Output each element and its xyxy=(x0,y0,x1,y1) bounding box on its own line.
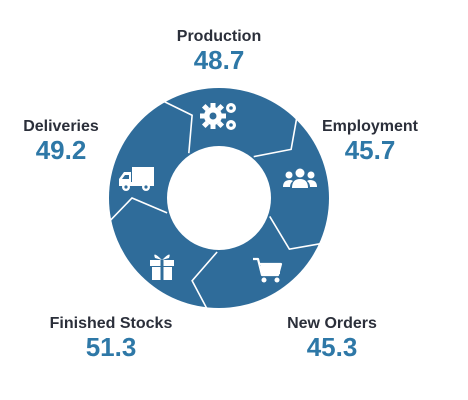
production-name: Production xyxy=(176,28,262,45)
employment-name: Employment xyxy=(321,118,418,135)
segment-divider xyxy=(108,197,168,222)
truck-icon xyxy=(119,167,154,191)
new-orders-name: New Orders xyxy=(287,315,377,332)
finished-stocks-value: 51.3 xyxy=(85,332,137,362)
finished-stocks-label: Finished Stocks 51.3 xyxy=(30,315,192,361)
segment-divider xyxy=(253,117,298,158)
segment-divider xyxy=(191,251,218,310)
employment-value: 45.7 xyxy=(344,135,396,165)
ring-hole xyxy=(167,146,271,250)
segment-divider xyxy=(269,216,322,251)
segment-divider xyxy=(162,100,193,154)
deliveries-value: 49.2 xyxy=(35,135,87,165)
deliveries-name: Deliveries xyxy=(23,118,99,135)
people-icon xyxy=(283,168,317,188)
gears-icon xyxy=(200,103,236,130)
employment-label: Employment 45.7 xyxy=(300,118,440,164)
cart-icon xyxy=(253,257,283,283)
new-orders-label: New Orders 45.3 xyxy=(262,315,402,361)
finished-stocks-name: Finished Stocks xyxy=(49,315,173,332)
new-orders-value: 45.3 xyxy=(306,332,358,362)
gift-icon xyxy=(150,254,174,280)
production-value: 48.7 xyxy=(193,45,245,75)
deliveries-label: Deliveries 49.2 xyxy=(6,118,116,164)
production-label: Production 48.7 xyxy=(134,28,304,74)
